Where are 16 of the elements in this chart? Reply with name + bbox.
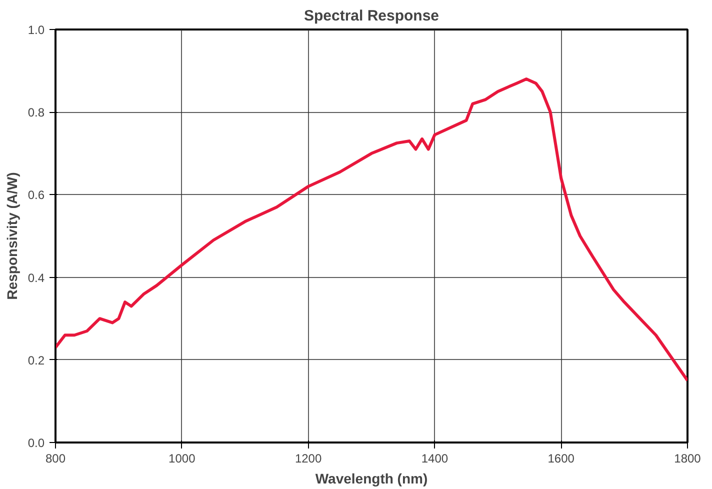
- x-axis-title: Wavelength (nm): [315, 470, 428, 486]
- y-tick-label: 0.2: [28, 353, 45, 368]
- x-tick-label: 1000: [168, 452, 196, 466]
- y-tick-label: 0.0: [28, 436, 45, 450]
- line-series: [56, 78, 688, 382]
- y-axis-title: Responsivity (A/W): [4, 172, 20, 300]
- x-tick-label: 800: [45, 452, 66, 466]
- y-tick-label: 0.4: [28, 270, 45, 285]
- x-tick-label: 1600: [548, 452, 575, 466]
- chart-title: Spectral Response: [304, 8, 440, 24]
- y-tick-label: 1.0: [28, 23, 45, 37]
- x-tick-label: 1200: [294, 452, 322, 466]
- x-tick-label: 1800: [674, 452, 702, 466]
- y-tick-label: 0.6: [28, 188, 45, 202]
- x-tick-label: 1400: [421, 452, 448, 466]
- y-tick-label: 0.8: [28, 106, 45, 120]
